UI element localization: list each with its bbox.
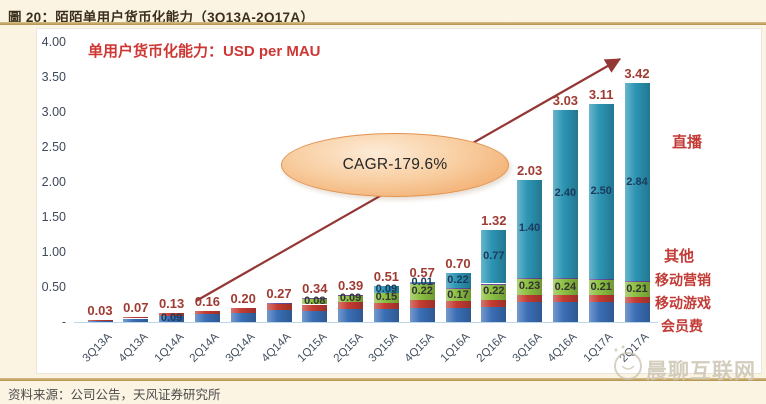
- legend-item-会员费: 会员费: [661, 318, 703, 334]
- bar-segment-会员费: [588, 301, 614, 323]
- legend-item-直播: 直播: [672, 134, 703, 151]
- bar-segment-移动游戏: [517, 294, 543, 303]
- bar-total-label: 0.13: [158, 295, 185, 311]
- bar-total-label: 3.11: [588, 87, 614, 103]
- segment-value-label: 1.40: [518, 222, 541, 235]
- bar-segment-移动游戏: [338, 301, 364, 310]
- cagr-label: CAGR-179.6%: [342, 156, 448, 173]
- y-axis-tick: 3.50: [41, 70, 66, 84]
- bar-segment-移动游戏: [445, 301, 471, 308]
- bar-segment-其他: [266, 303, 292, 304]
- bar-total-label: 3.42: [624, 65, 650, 81]
- source-note: 资料来源：公司公告，天风证券研究所: [8, 388, 221, 402]
- bar-segment-会员费: [266, 310, 292, 322]
- segment-value-label: 2.84: [626, 175, 648, 188]
- watermark-text: 晨聊互联网: [646, 360, 756, 383]
- y-axis-tick: 0.50: [41, 280, 66, 294]
- x-axis-line: [74, 322, 658, 323]
- legend-item-其他: 其他: [664, 248, 695, 265]
- bar-segment-会员费: [87, 320, 113, 323]
- segment-value-label: 0.21: [626, 282, 648, 295]
- chart-subtitle: 单用户货币化能力：USD per MAU: [88, 43, 321, 60]
- bar-segment-移动游戏: [409, 299, 435, 309]
- bar-segment-移动游戏: [588, 294, 614, 302]
- bar-segment-其他: [552, 277, 578, 279]
- bar-segment-会员费: [445, 308, 471, 322]
- bar-total-label: 2.03: [516, 162, 543, 178]
- bar-segment-会员费: [123, 318, 149, 322]
- footer-divider: [0, 378, 766, 381]
- bar-segment-直播: [624, 82, 650, 282]
- segment-value-label: 0.22: [447, 274, 469, 287]
- segment-value-label: 0.77: [483, 250, 505, 263]
- bar-segment-其他: [588, 279, 614, 280]
- bar-segment-会员费: [624, 303, 650, 322]
- y-axis-tick: 3.00: [41, 105, 66, 119]
- bar-segment-移动游戏: [481, 299, 507, 308]
- bar-segment-会员费: [373, 308, 399, 323]
- y-axis-tick: 1.00: [41, 245, 66, 259]
- bar-segment-其他: [481, 283, 507, 285]
- bar-segment-移动游戏: [552, 295, 578, 303]
- bar-segment-移动游戏: [302, 304, 328, 312]
- bar-segment-移动游戏: [373, 303, 399, 309]
- segment-value-label: 2.50: [590, 185, 612, 198]
- legend-item-移动游戏: 移动游戏: [655, 295, 711, 311]
- segment-value-label: 0.09: [160, 312, 183, 325]
- y-axis-tick: -: [61, 315, 66, 329]
- bar-segment-移动游戏: [194, 310, 220, 315]
- bar-segment-移动游戏: [123, 317, 149, 320]
- watermark-logo-icon: [614, 345, 642, 380]
- bar-segment-会员费: [230, 312, 256, 323]
- bar-segment-其他: [517, 277, 543, 279]
- figure-title: 圖 20：陌陌单用户货币化能力（3Q13A-2Q17A）: [8, 10, 315, 25]
- legend-item-移动营销: 移动营销: [655, 272, 711, 288]
- bar-total-label: 0.07: [123, 300, 149, 316]
- bar-segment-会员费: [159, 315, 185, 323]
- bar-segment-会员费: [409, 308, 435, 322]
- bar-segment-移动游戏: [266, 303, 292, 311]
- y-axis-tick: 2.50: [41, 140, 66, 154]
- bar-total-label: 0.03: [87, 302, 113, 318]
- bar-segment-移动游戏: [87, 319, 113, 321]
- bar-segment-会员费: [517, 302, 543, 322]
- header-divider: [0, 22, 766, 25]
- y-axis-tick: 1.50: [41, 210, 66, 224]
- bar-segment-会员费: [481, 307, 507, 322]
- bar-segment-会员费: [338, 309, 364, 322]
- bar-segment-移动营销: [624, 282, 650, 297]
- bar-segment-会员费: [302, 310, 328, 323]
- bar-segment-移动游戏: [230, 308, 256, 313]
- y-axis-tick: 4.00: [41, 35, 66, 49]
- y-axis-tick: 2.00: [41, 175, 66, 189]
- bar-segment-会员费: [194, 314, 220, 322]
- bar-segment-会员费: [552, 302, 578, 322]
- bar-segment-移动游戏: [624, 296, 650, 304]
- cagr-callout: CAGR-179.6%: [281, 133, 509, 197]
- bar-segment-移动游戏: [159, 312, 185, 316]
- bar-segment-其他: [624, 281, 650, 283]
